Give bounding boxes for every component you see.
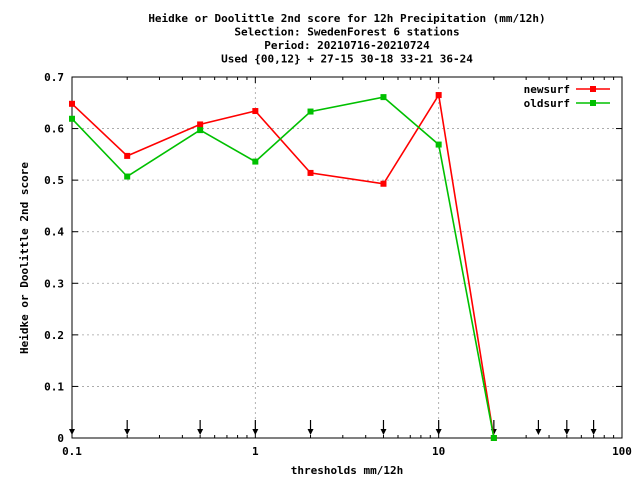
marker-head [563,429,570,435]
threshold-marker [535,420,542,435]
marker-head [380,429,387,435]
y-tick-label: 0.7 [44,71,64,84]
chart-title: Heidke or Doolittle 2nd score for 12h Pr… [148,12,545,66]
y-tick-label: 0.3 [44,277,64,290]
threshold-marker [563,420,570,435]
title-line: Period: 20210716-20210724 [264,39,430,52]
y-tick-label: 0.2 [44,329,64,342]
marker-head [197,429,204,435]
marker-head [435,429,442,435]
y-tick-label: 0.6 [44,123,64,136]
data-point-oldsurf [252,158,259,165]
threshold-marker [590,420,597,435]
data-point-newsurf [124,152,131,159]
legend-label: oldsurf [524,97,570,110]
y-tick-label: 0.1 [44,380,64,393]
title-line: Heidke or Doolittle 2nd score for 12h Pr… [148,12,545,25]
threshold-marker [380,420,387,435]
marker-head [535,429,542,435]
x-tick-label: 10 [432,445,445,458]
data-point-oldsurf [307,108,314,115]
data-point-newsurf [307,169,314,176]
marker-head [124,429,131,435]
x-tick-label: 1 [252,445,259,458]
threshold-marker [252,420,259,435]
marker-head [590,429,597,435]
data-point-newsurf [380,180,387,187]
data-point-oldsurf [124,173,131,180]
y-axis-label: Heidke or Doolittle 2nd score [18,162,31,354]
y-tick-label: 0.5 [44,174,64,187]
series [69,92,497,441]
data-point-newsurf [197,121,204,128]
data-point-newsurf [435,92,442,99]
threshold-marker [197,420,204,435]
x-tick-label: 0.1 [62,445,82,458]
title-line: Used {00,12} + 27-15 30-18 33-21 36-24 [221,53,473,66]
data-point-oldsurf [69,115,75,122]
marker-head [69,429,75,435]
data-point-newsurf [69,100,75,107]
legend-swatch-point [590,100,596,106]
legend-swatch-point [590,86,596,92]
threshold-markers [69,420,597,435]
threshold-marker [435,420,442,435]
data-point-newsurf [252,108,259,115]
legend-label: newsurf [524,83,570,96]
data-point-oldsurf [435,141,442,148]
y-tick-label: 0.4 [44,226,64,239]
data-point-oldsurf [380,94,387,101]
threshold-marker [124,420,131,435]
x-axis-label: thresholds mm/12h [291,464,404,477]
data-point-oldsurf [490,435,497,441]
x-tick-label: 100 [612,445,632,458]
series-line-newsurf [71,92,495,439]
plot-frame [71,76,623,439]
grid [72,77,622,438]
marker-head [307,429,314,435]
series-line-oldsurf [71,96,495,439]
threshold-marker [307,420,314,435]
threshold-marker [69,420,75,435]
title-line: Selection: SwedenForest 6 stations [234,26,459,39]
y-tick-label: 0 [57,432,64,445]
marker-head [252,429,259,435]
data-point-oldsurf [197,127,204,134]
x-axis: 0.1 1 10 100 [62,77,632,458]
y-axis: 0 0.1 0.2 0.3 0.4 0.5 0.6 0.7 [44,71,622,445]
